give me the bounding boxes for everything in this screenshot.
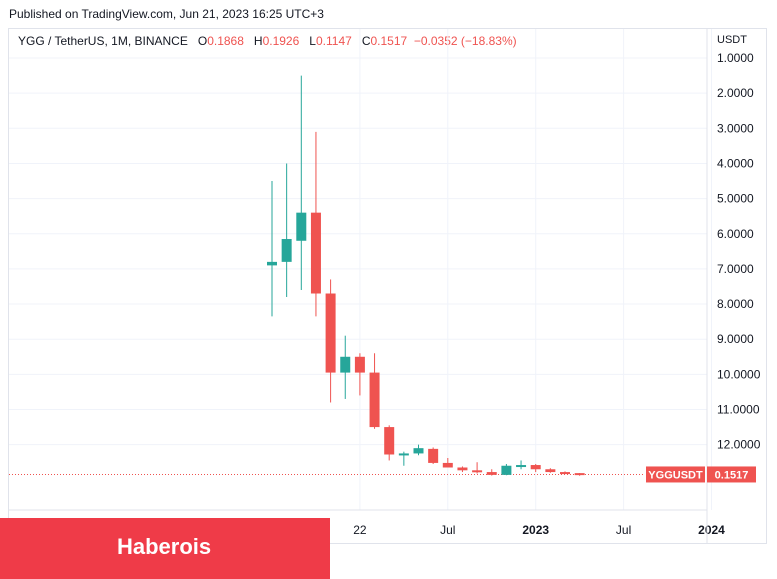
candle-body [325,293,336,373]
low-value: 0.1147 [315,34,352,48]
y-tick-label: 5.0000 [717,192,754,206]
y-tick-label: 6.0000 [717,227,754,241]
last-price-tag: 0.1517 [715,469,749,481]
close-label: C [361,34,371,48]
candle-body [501,465,512,475]
candle-body [442,462,453,468]
x-tick-label: Jul [616,523,631,537]
change-value: −0.0352 (−18.83%) [413,34,517,48]
high-value: 0.1926 [262,34,300,48]
y-tick-label: 10.0000 [717,367,761,381]
y-tick-label: 9.0000 [717,332,754,346]
y-tick-label: 3.0000 [717,121,754,135]
candle-body [398,453,409,456]
x-tick-label: 2023 [522,523,549,537]
symbol-label[interactable]: YGG / TetherUS, 1M, BINANCE [18,34,188,48]
x-tick-label: 22 [353,523,367,537]
candle-body [486,472,497,475]
watermark-text: Haberois [117,534,212,559]
candle-body [574,473,585,476]
published-info: Published on TradingView.com, Jun 21, 20… [9,7,324,21]
close-value: 0.1517 [370,34,408,48]
candle-body [384,427,395,455]
candle-body [340,356,351,373]
candle-body [369,372,380,428]
symbol-price-tag-bg [646,466,705,483]
symbol-price-tag: YGGUSDT [648,469,703,481]
price-unit-label: USDT [717,34,747,46]
candle-body [428,448,439,463]
candle-body [281,239,292,262]
watermark-badge: Haberois [0,518,330,579]
y-tick-label: 12.0000 [717,438,761,452]
chart-frame [8,28,767,544]
y-tick-label: 11.0000 [717,403,760,417]
candle-body [516,465,527,468]
candle-body [560,472,570,475]
open-value: 0.1868 [207,34,244,48]
x-tick-label: Jul [440,523,455,537]
y-tick-label: 2.0000 [717,86,754,100]
candle-body [472,470,483,473]
candle-body [354,356,365,373]
candle-body [267,261,277,266]
x-tick-label: 2024 [698,523,725,537]
low-label: L [309,34,316,48]
candle-body [545,469,556,473]
last-price-tag-bg [707,466,756,483]
candle-body [413,448,424,454]
y-tick-label: 4.0000 [717,156,754,170]
y-tick-label: 1.0000 [717,51,754,65]
ohlc-legend: YGG / TetherUS, 1M, BINANCE O0.1868 H0.1… [18,34,517,48]
open-label: O [197,34,208,48]
candle-body [296,212,307,241]
candle-body [457,467,468,471]
y-tick-label: 8.0000 [717,297,754,311]
candle-body [530,465,541,470]
y-tick-label: 7.0000 [717,262,754,276]
high-label: H [253,34,263,48]
candle-body [310,212,321,294]
